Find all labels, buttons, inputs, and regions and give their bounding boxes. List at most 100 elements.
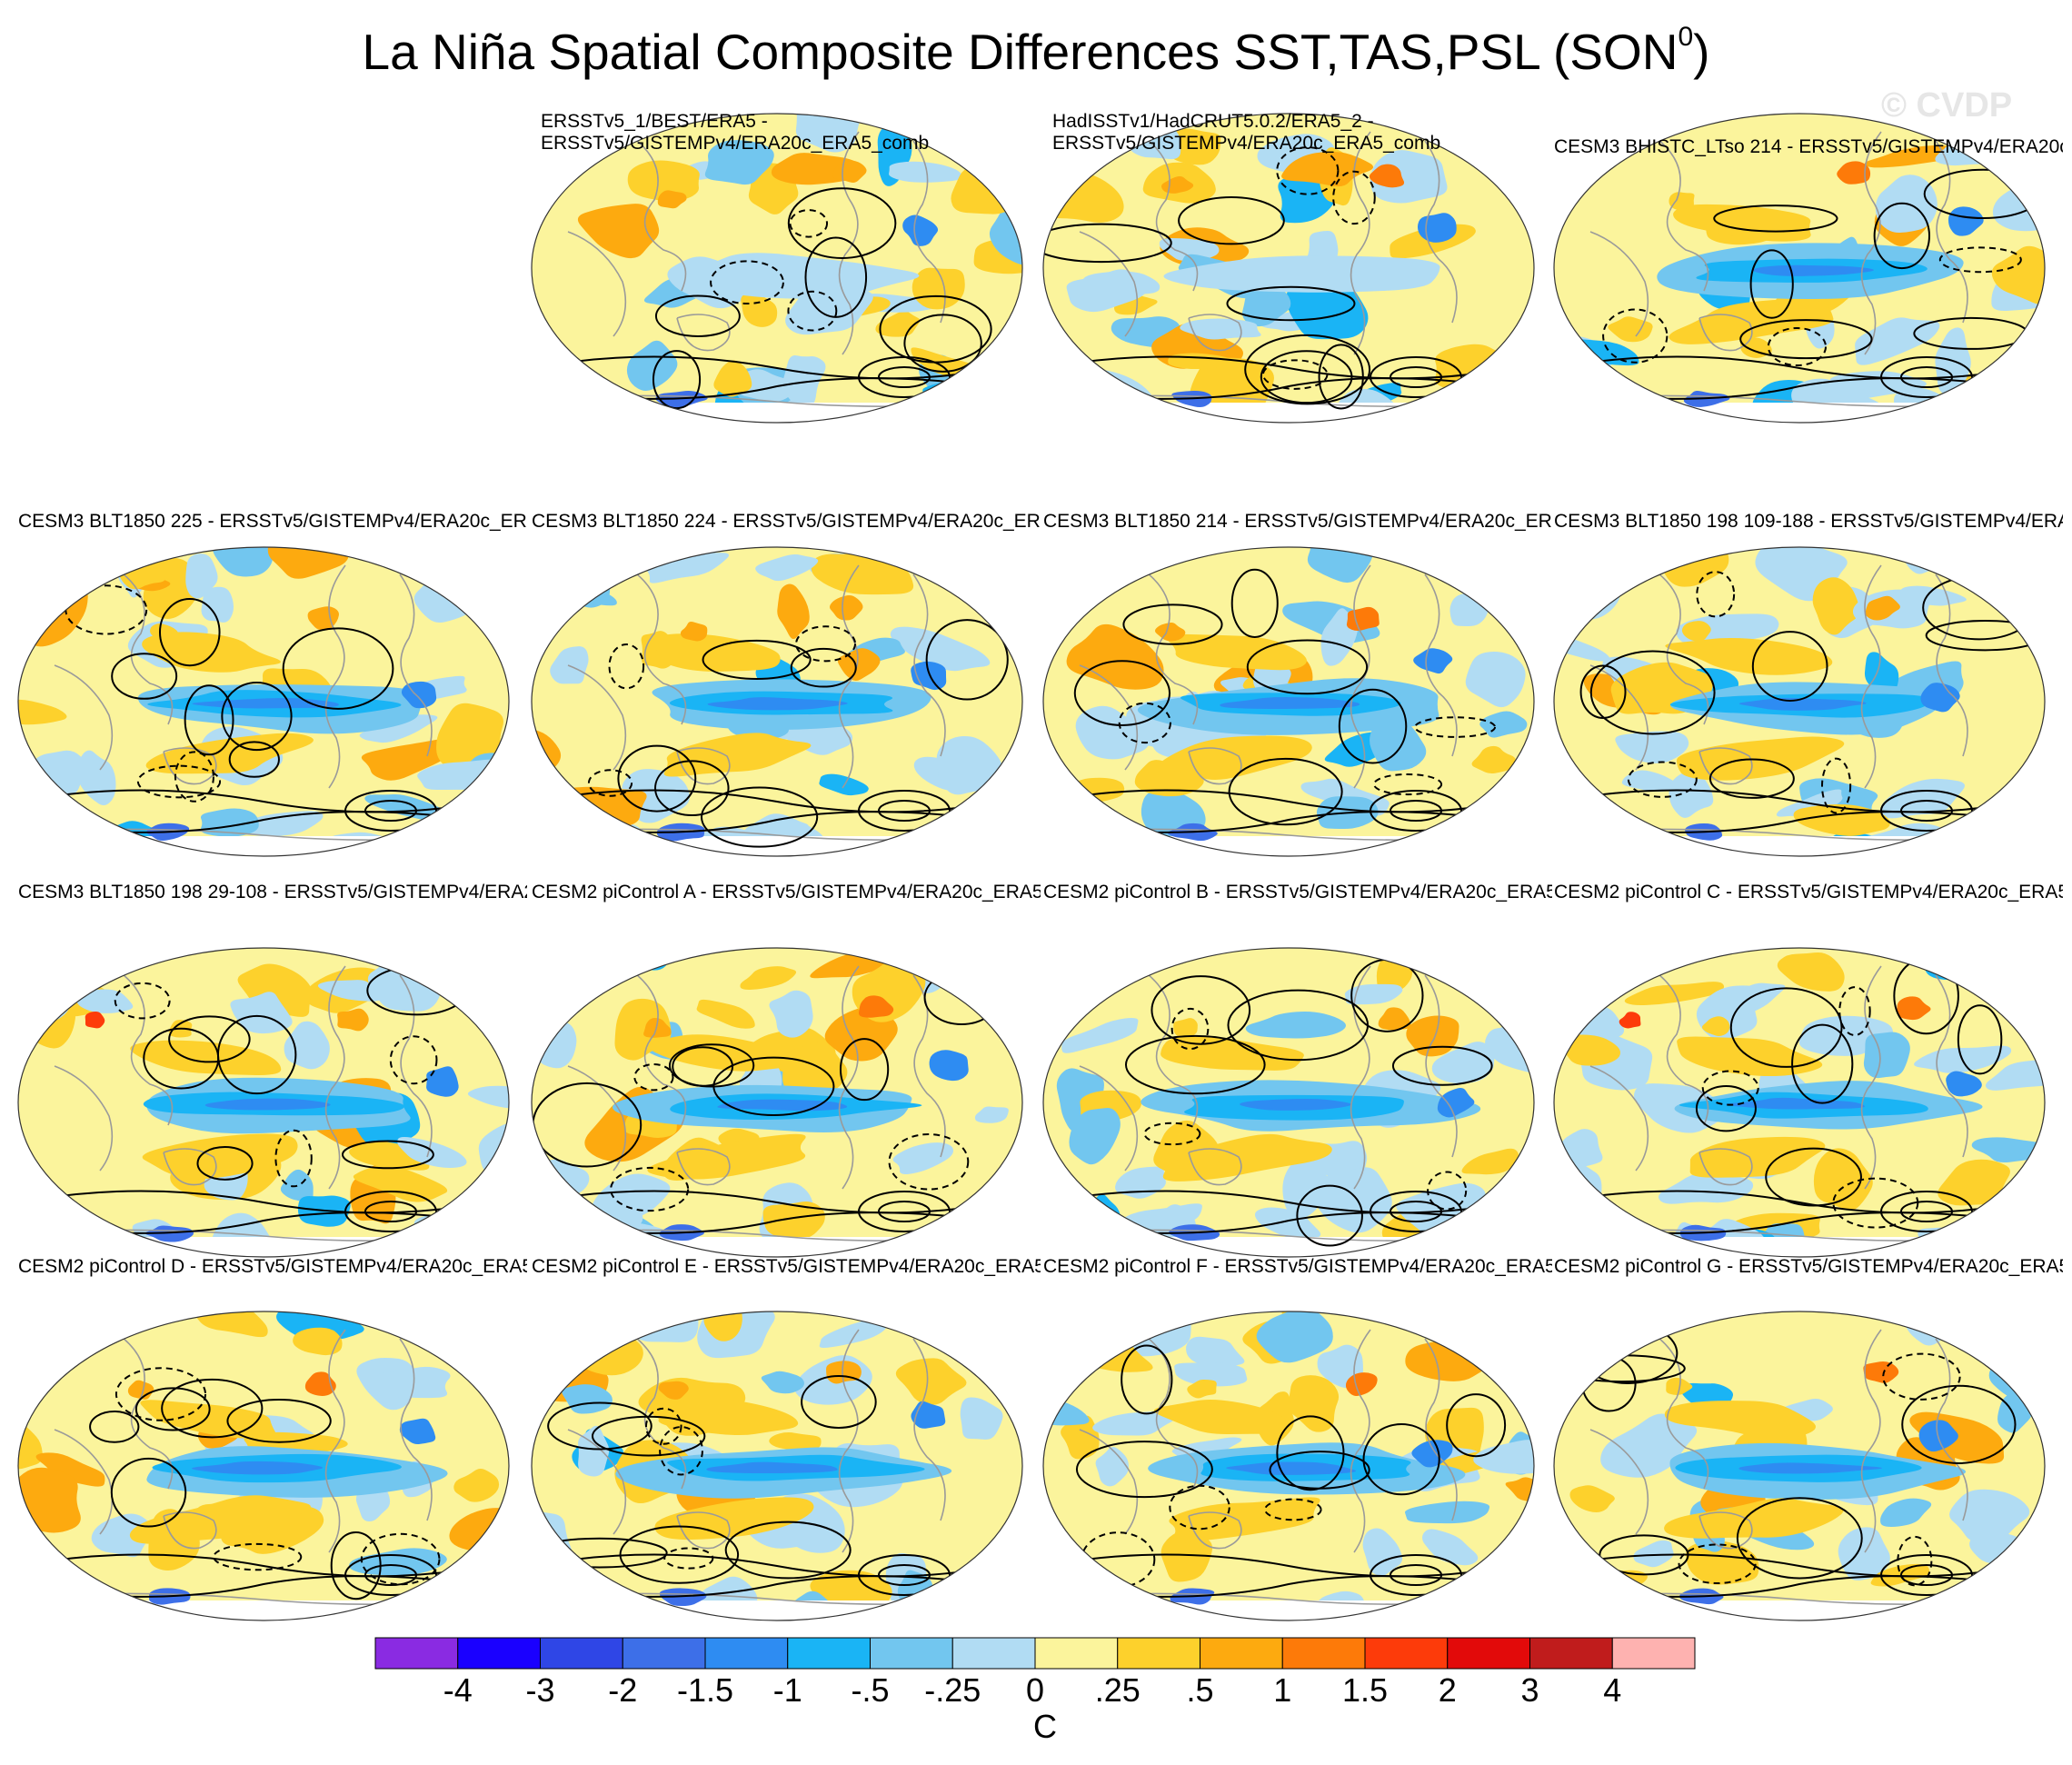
coastline-asia <box>1142 970 1199 1126</box>
cold-tongue-core <box>707 697 848 711</box>
psl-contour-solid <box>134 1387 211 1431</box>
psl-contour-solid <box>1043 223 1172 264</box>
cold-tongue-core <box>706 1461 838 1474</box>
anomaly-patch <box>1554 1570 1648 1603</box>
psl-contour-dashed <box>610 1166 690 1212</box>
land-cold-anomaly <box>1413 648 1453 674</box>
anomaly-patch <box>234 811 324 837</box>
anomaly-field <box>18 1311 509 1620</box>
psl-contour-dashed <box>115 1367 207 1421</box>
coastlines <box>18 564 509 841</box>
map-outline <box>1042 947 1535 1258</box>
map-outline <box>17 546 510 857</box>
anomaly-field <box>1554 1311 2045 1620</box>
anomaly-patch <box>1559 1129 1603 1167</box>
anomaly-patch <box>1245 1012 1346 1039</box>
map-panel-5 <box>531 546 1023 857</box>
anomaly-patch <box>18 699 67 725</box>
antarctica-mask <box>18 1600 509 1620</box>
psl-contour-dashed <box>1264 1498 1322 1521</box>
coastline-asia <box>1653 569 1709 725</box>
anomaly-patch <box>185 553 218 599</box>
psl-contour-solid <box>344 1554 437 1596</box>
coastline-americas <box>1860 564 1882 789</box>
psl-contour-dashed <box>1169 1484 1230 1531</box>
psl-contour-solid <box>168 1015 251 1063</box>
coastline-africa <box>54 1065 114 1172</box>
coastline-atlantic <box>1935 974 1968 1158</box>
psl-contour-solid <box>1554 1553 2045 1578</box>
anomaly-patch <box>200 808 259 837</box>
anomaly-patch <box>1938 1159 2010 1206</box>
coastlines <box>532 564 1022 841</box>
coastline-asia <box>1142 569 1199 725</box>
antarctica-mask <box>1043 836 1534 856</box>
colorbar-segment <box>1611 1637 1696 1670</box>
anomaly-patch <box>1256 1311 1333 1363</box>
anomaly-patch <box>201 586 234 623</box>
psl-contour-dashed <box>389 1035 438 1085</box>
figure-title: La Niña Spatial Composite Differences SS… <box>0 20 2072 93</box>
map-outline <box>17 1311 510 1621</box>
psl-contour-solid <box>1900 800 1953 822</box>
coastline-asia <box>1653 970 1709 1126</box>
anomaly-patch <box>974 1106 1009 1123</box>
warm-horseshoe-north <box>1665 638 1833 675</box>
psl-contour-solid <box>1296 1184 1363 1247</box>
anomaly-patch <box>1069 1108 1121 1165</box>
psl-contour-solid <box>547 1401 652 1451</box>
psl-contour-solid <box>1749 249 1794 319</box>
psl-contour-solid <box>1713 204 1838 233</box>
coastline-australia <box>163 1148 217 1186</box>
coastline-asia <box>631 135 687 292</box>
coastline-africa <box>1589 664 1649 771</box>
coastline-americas <box>1860 131 1882 355</box>
anomaly-patch <box>1812 577 1860 635</box>
antarctica-mask <box>532 403 1022 423</box>
psl-contour-solid <box>702 639 812 681</box>
anomaly-patch <box>467 1085 509 1109</box>
land-cold-anomaly <box>1947 206 1984 236</box>
anomaly-patch <box>626 340 678 391</box>
anomaly-patch <box>1554 830 1618 856</box>
panel-title: CESM3 BHISTC_LTso 214 - ERSSTv5/GISTEMPv… <box>1554 136 2063 157</box>
psl-contour-dashed <box>1427 1171 1468 1211</box>
anomaly-patch <box>795 114 862 153</box>
anomaly-patch <box>1405 1501 1490 1524</box>
anomaly-patch <box>782 1041 848 1100</box>
anomaly-patch <box>1554 1316 1601 1353</box>
psl-contour-solid <box>532 1190 1022 1214</box>
antarctica-mask <box>1043 403 1534 423</box>
psl-contour-solid <box>226 1399 332 1443</box>
coastline-atlantic <box>399 1338 433 1521</box>
anomaly-patch <box>1560 1034 1620 1066</box>
map-outline <box>531 947 1023 1258</box>
panel-title: CESM3 BLT1850 225 - ERSSTv5/GISTEMPv4/ER… <box>18 511 527 532</box>
psl-contour-dashed <box>1143 1122 1201 1146</box>
anomaly-patch <box>1043 562 1101 601</box>
psl-contour-dashed <box>1821 757 1852 814</box>
land-cold-anomaly <box>1920 683 1960 713</box>
psl-contour-solid <box>110 1457 187 1528</box>
colorbar-segment <box>1034 1637 1119 1670</box>
land-warm-anomaly <box>1865 595 1900 621</box>
land-warm-anomaly <box>657 190 687 209</box>
psl-contour-solid <box>1178 196 1285 245</box>
coastline-atlantic <box>1424 573 1458 757</box>
psl-contour-solid <box>1390 1564 1442 1586</box>
psl-contour-dashed <box>1332 170 1376 225</box>
coastline-atlantic <box>1935 1338 1968 1521</box>
colorbar-segment <box>540 1637 623 1670</box>
colorbar-tick-label: 0 <box>1025 1671 1045 1709</box>
map-panel-9 <box>531 947 1023 1258</box>
psl-contour-solid <box>1043 789 1534 813</box>
anomaly-field <box>18 948 509 1257</box>
psl-contour-solid <box>1736 1497 1863 1580</box>
colorbar-tick-label: 3 <box>1520 1671 1539 1709</box>
psl-contour-solid <box>1390 800 1442 822</box>
land-cold-anomaly <box>1437 1087 1475 1118</box>
figure-title-suffix: ) <box>1693 24 1710 80</box>
coastline-australia <box>1698 1148 1753 1186</box>
anomaly-patch <box>934 564 995 587</box>
psl-contour-solid <box>1390 366 1442 388</box>
